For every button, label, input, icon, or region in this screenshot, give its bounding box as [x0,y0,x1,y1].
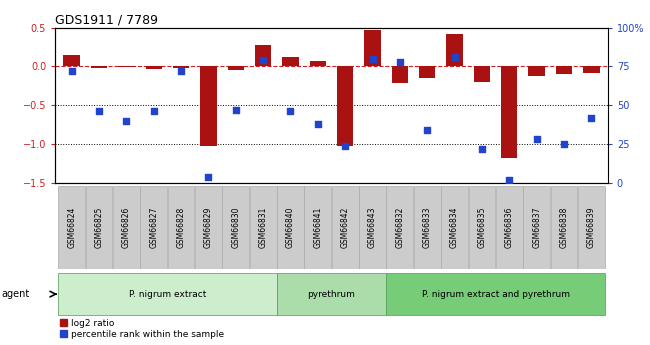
Bar [227,66,244,70]
Text: GSM66828: GSM66828 [177,207,185,248]
Bar [578,186,604,269]
Bar [496,186,523,269]
Point [285,109,296,114]
Bar [501,66,517,158]
Bar [332,186,359,269]
Point [148,109,159,114]
Text: GDS1911 / 7789: GDS1911 / 7789 [55,13,158,27]
Point [231,107,241,112]
Text: GSM66837: GSM66837 [532,207,541,248]
Bar [146,66,162,69]
Point [176,68,187,74]
Point [94,109,104,114]
Bar [364,30,381,66]
Bar [118,66,135,67]
Bar [528,66,545,76]
Text: GSM66827: GSM66827 [150,207,158,248]
Text: agent: agent [1,289,29,299]
Point [504,177,515,183]
Bar [359,186,386,269]
Text: GSM66840: GSM66840 [286,207,295,248]
Point [313,121,323,127]
Text: GSM66834: GSM66834 [450,207,459,248]
Bar [583,66,599,72]
Bar [113,186,140,269]
Text: P. nigrum extract: P. nigrum extract [129,289,206,299]
Text: GSM66841: GSM66841 [313,207,322,248]
Bar [173,66,189,68]
Bar [58,186,85,269]
Legend: log2 ratio, percentile rank within the sample: log2 ratio, percentile rank within the s… [60,319,224,339]
Point [395,59,405,65]
Text: GSM66833: GSM66833 [422,207,432,248]
Bar [168,186,194,269]
Bar [58,273,276,315]
Text: pyrethrum: pyrethrum [307,289,356,299]
Point [340,143,350,148]
Text: GSM66829: GSM66829 [204,207,213,248]
Text: GSM66835: GSM66835 [478,207,486,248]
Bar [387,186,413,269]
Bar [277,186,304,269]
Text: P. nigrum extract and pyrethrum: P. nigrum extract and pyrethrum [422,289,569,299]
Text: GSM66830: GSM66830 [231,207,240,248]
Bar [419,66,436,78]
Bar [64,55,80,66]
Bar [447,34,463,66]
Bar [556,66,572,74]
Text: GSM66826: GSM66826 [122,207,131,248]
Text: GSM66836: GSM66836 [505,207,514,248]
Point [586,115,597,120]
Point [476,146,487,151]
Bar [200,66,216,146]
Bar [222,186,249,269]
Bar [304,186,332,269]
Point [121,118,131,124]
Bar [474,66,490,82]
Text: GSM66825: GSM66825 [94,207,103,248]
Bar [195,186,222,269]
Text: GSM66838: GSM66838 [560,207,569,248]
Text: GSM66824: GSM66824 [67,207,76,248]
Bar [414,186,441,269]
Bar [277,273,386,315]
Point [532,137,542,142]
Bar [551,186,577,269]
Text: GSM66839: GSM66839 [587,207,596,248]
Bar [86,186,112,269]
Bar [250,186,276,269]
Text: GSM66832: GSM66832 [395,207,404,248]
Point [559,141,569,147]
Text: GSM66831: GSM66831 [259,207,268,248]
Point [203,174,214,179]
Bar [392,66,408,83]
Text: GSM66843: GSM66843 [368,207,377,248]
Bar [337,66,354,146]
Bar [309,61,326,66]
Bar [91,66,107,68]
Point [258,57,268,63]
Bar [282,57,299,66]
Bar [441,186,468,269]
Point [66,68,77,74]
Bar [523,186,550,269]
Bar [140,186,167,269]
Text: GSM66842: GSM66842 [341,207,350,248]
Point [422,127,432,133]
Bar [255,46,271,66]
Bar [387,273,604,315]
Point [367,56,378,61]
Bar [469,186,495,269]
Point [449,54,460,60]
